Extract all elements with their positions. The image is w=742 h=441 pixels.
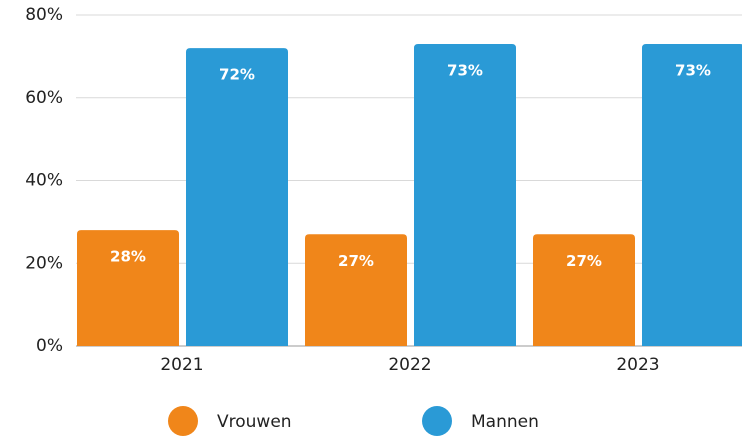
value-label: 73% xyxy=(447,61,483,79)
value-label: 27% xyxy=(566,252,602,270)
value-label: 73% xyxy=(675,61,711,79)
x-tick-label: 2021 xyxy=(160,355,203,375)
bar xyxy=(642,43,742,346)
y-tick-label: 80% xyxy=(25,5,63,25)
bar xyxy=(533,234,635,346)
value-label: 72% xyxy=(219,66,255,84)
y-tick-label: 20% xyxy=(25,253,63,273)
y-tick-label: 60% xyxy=(25,88,63,108)
x-tick-label: 2023 xyxy=(616,355,659,375)
y-tick-label: 0% xyxy=(36,336,63,356)
legend-label: Mannen xyxy=(471,412,539,432)
value-label: 28% xyxy=(110,248,146,266)
legend-swatch xyxy=(168,406,198,436)
bar xyxy=(414,43,516,347)
legend-swatch xyxy=(422,406,452,436)
bar xyxy=(305,234,407,346)
x-tick-label: 2022 xyxy=(388,355,431,375)
bar xyxy=(77,230,179,346)
y-tick-label: 40% xyxy=(25,171,63,191)
value-label: 27% xyxy=(338,252,374,270)
legend-label: Vrouwen xyxy=(217,412,292,432)
bar xyxy=(186,48,288,346)
